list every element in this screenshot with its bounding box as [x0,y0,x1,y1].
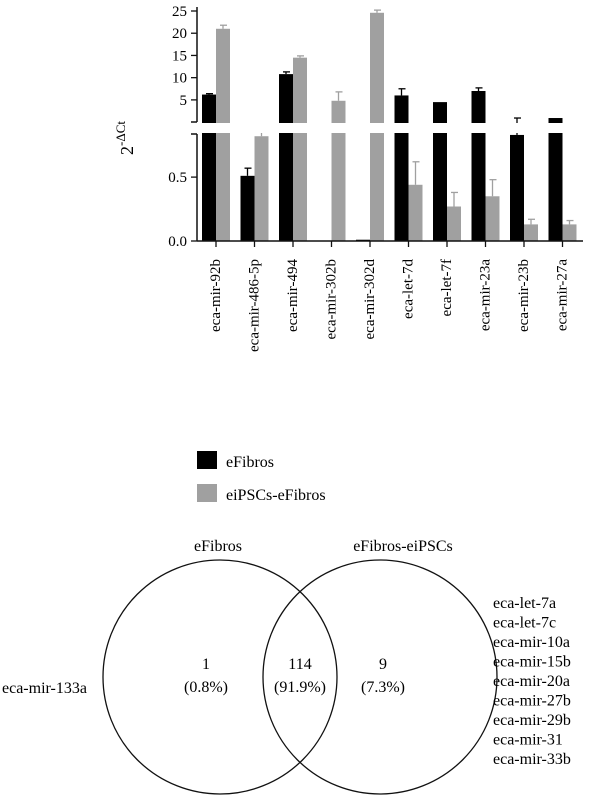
venn-intersection-count: 114 [288,656,311,673]
bar-efibros [202,94,216,241]
venn-right-only-item: eca-mir-10a [493,634,570,651]
axis-break-gap [198,123,578,133]
y-tick-label-lower: 0.5 [168,170,187,186]
venn-set-label-left: eFibros [194,538,242,555]
bar-efibros [433,102,447,241]
bar-eipscs-efibros [293,57,307,241]
legend: eFibros eiPSCs-eFibros [197,451,326,504]
venn-right-count: 9 [379,656,387,673]
bar-efibros [548,118,563,241]
bar-efibros [240,175,255,241]
venn-right-only-list: eca-let-7a eca-let-7c eca-mir-10a eca-mir-1… [493,595,571,768]
x-category-label: eca-mir-494 [285,259,301,332]
x-category-label: eca-mir-92b [208,259,224,332]
venn-intersection-pct: (91.9%) [274,679,326,696]
x-category-label: eca-mir-23b [516,259,532,332]
legend-swatch-eipscs-efibros [197,484,217,502]
bar-eipscs-efibros [524,224,538,241]
bar-efibros [471,91,486,241]
venn-set-label-right: eFibros-eiPSCs [353,538,453,555]
bar-efibros [510,134,524,241]
y-tick-label-upper: 25 [172,4,187,20]
x-category-label: eca-mir-23a [478,259,494,331]
venn-left-count: 1 [202,656,210,673]
bar-eipscs-efibros [447,206,461,241]
legend-swatch-efibros [197,451,217,469]
bar-eipscs-efibros [562,224,577,241]
venn-right-only-item: eca-let-7c [493,615,556,632]
venn-left-only-item: eca-mir-133a [2,680,87,697]
y-axis-title-base: 2 [117,146,137,155]
bar-efibros [394,95,409,241]
venn-right-only-item: eca-mir-15b [493,654,571,671]
venn-left-pct: (0.8%) [184,679,228,696]
y-tick-label-upper: 20 [172,26,187,42]
venn-right-only-item: eca-mir-20a [493,673,570,690]
bar-eipscs-efibros [485,196,500,241]
x-category-label: eca-mir-302b [324,259,340,340]
venn-right-only-item: eca-mir-33b [493,751,571,768]
bar-efibros [279,74,293,241]
x-category-label: eca-mir-486-5p [247,259,263,352]
x-category-label: eca-let-7d [401,259,417,319]
bar-chart: 25 20 15 10 5 0.5 0.0 eca-mir-92b eca-mir-486-5p… [168,4,583,352]
bar-eipscs-efibros [254,136,269,241]
bar-eipscs-efibros [216,28,230,242]
x-category-label: eca-let-7f [439,259,455,316]
venn-right-pct: (7.3%) [361,679,405,696]
x-category-label: eca-mir-302d [362,259,378,340]
y-tick-label-upper: 10 [172,71,187,87]
venn-circle-left [102,559,338,795]
y-axis-title: 2-ΔCt [113,121,137,155]
y-tick-label-upper: 15 [172,48,187,64]
y-tick-label-lower: 0.0 [168,234,187,250]
venn-right-only-item: eca-mir-27b [493,693,571,710]
legend-label-eipscs-efibros: eiPSCs-eFibros [226,487,326,504]
bar-eipscs-efibros [331,100,346,242]
venn-circle-right [262,559,498,795]
venn-right-only-item: eca-mir-29b [493,712,571,729]
venn-diagram: eFibros eFibros-eiPSCs 1 (0.8%) 114 (91.… [2,538,571,795]
x-category-label: eca-mir-27a [555,259,571,331]
venn-right-only-item: eca-mir-31 [493,732,563,749]
venn-right-only-item: eca-let-7a [493,595,556,612]
bar-eipscs-efibros [408,184,423,241]
y-tick-label-upper: 5 [180,93,188,109]
legend-label-efibros: eFibros [226,454,274,471]
y-axis-title-exponent: -ΔCt [113,121,128,146]
